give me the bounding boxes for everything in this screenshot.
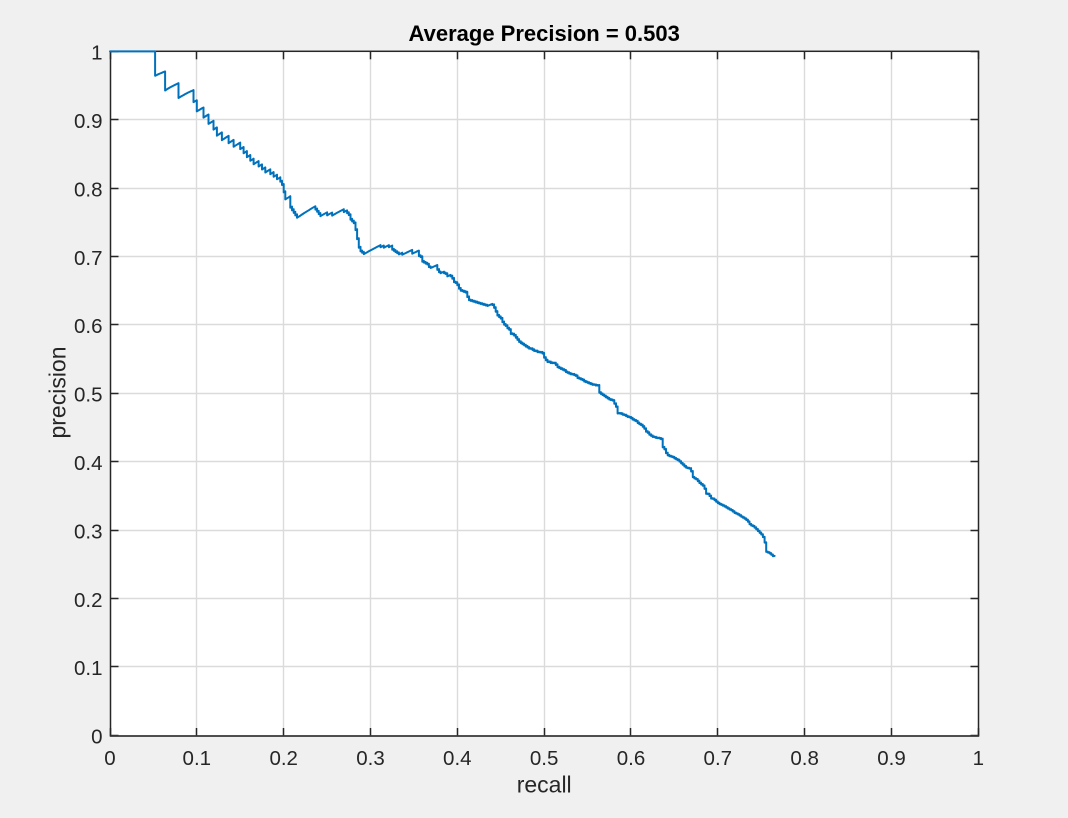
svg-text:recall: recall <box>517 772 572 798</box>
svg-text:0.9: 0.9 <box>74 110 103 133</box>
svg-text:Average Precision = 0.503: Average Precision = 0.503 <box>409 21 680 46</box>
svg-text:0.8: 0.8 <box>790 747 819 770</box>
svg-text:1: 1 <box>973 747 984 770</box>
svg-text:0.1: 0.1 <box>74 657 103 680</box>
svg-text:0.5: 0.5 <box>530 747 559 770</box>
svg-text:0.6: 0.6 <box>74 315 103 338</box>
svg-text:0.3: 0.3 <box>356 747 385 770</box>
svg-text:0.7: 0.7 <box>74 247 103 270</box>
svg-text:0.4: 0.4 <box>74 452 103 475</box>
svg-text:0: 0 <box>91 726 102 749</box>
svg-text:0.4: 0.4 <box>443 747 472 770</box>
svg-text:0.1: 0.1 <box>183 747 212 770</box>
svg-text:precision: precision <box>45 346 71 438</box>
svg-text:0.5: 0.5 <box>74 384 103 407</box>
svg-text:0.8: 0.8 <box>74 178 103 201</box>
svg-text:0.7: 0.7 <box>704 747 733 770</box>
svg-text:0.3: 0.3 <box>74 520 103 543</box>
svg-text:0.6: 0.6 <box>617 747 646 770</box>
svg-text:1: 1 <box>91 42 102 65</box>
svg-text:0.2: 0.2 <box>269 747 298 770</box>
svg-text:0: 0 <box>104 747 115 770</box>
svg-text:0.2: 0.2 <box>74 589 103 612</box>
svg-text:0.9: 0.9 <box>877 747 906 770</box>
